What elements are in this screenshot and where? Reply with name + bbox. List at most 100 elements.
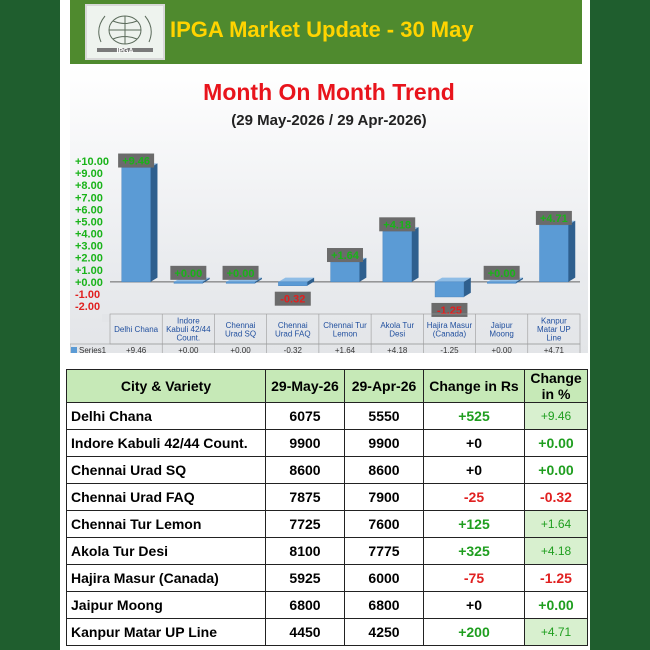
category-label: Chennai Tur	[323, 321, 367, 330]
bar-side	[307, 277, 315, 286]
trend-chart: Month On Month Trend (29 May-2026 / 29 A…	[70, 79, 581, 353]
cell-may: 9900	[265, 429, 345, 457]
table-corner	[102, 314, 110, 322]
category-label: Jaipur	[491, 321, 513, 330]
header-apr: 29-Apr-26	[344, 369, 424, 403]
data-label-bg	[222, 265, 259, 280]
data-label-bg	[118, 153, 155, 168]
logo-text: IPGA	[116, 48, 133, 55]
series-value: +4.18	[387, 346, 408, 353]
bar-front	[539, 224, 569, 283]
cell-may: 4450	[265, 618, 345, 646]
category-label: Count.	[177, 334, 201, 343]
cell-chg: -75	[423, 564, 525, 592]
bar-0	[121, 163, 158, 283]
data-label: +4.71	[540, 213, 568, 225]
cell-name: Indore Kabuli 42/44 Count.	[66, 429, 266, 457]
y-tick-label: +2.00	[75, 253, 103, 265]
y-tick-label: +3.00	[75, 241, 103, 253]
category-label: Hajira Masur	[427, 321, 473, 330]
series-value: -1.25	[440, 346, 459, 353]
series-value: +9.46	[126, 346, 147, 353]
category-label: Chennai	[226, 321, 256, 330]
data-label-bg	[431, 302, 468, 317]
category-label: Kabuli 42/44	[166, 325, 211, 334]
category-label: Urad SQ	[225, 329, 256, 338]
bar-front	[225, 281, 256, 284]
y-tick-label: -2.00	[75, 301, 100, 313]
data-label: +4.18	[383, 219, 411, 231]
y-tick-label: +1.00	[75, 265, 103, 277]
bar-top	[278, 277, 315, 282]
table-row: Chennai Urad FAQ 7875 7900 -25 -0.32	[66, 483, 588, 511]
cell-chg: +200	[423, 618, 525, 646]
bar-8	[539, 220, 576, 283]
cell-apr: 5550	[344, 402, 424, 430]
cell-pct: +4.18	[524, 537, 588, 565]
cell-name: Chennai Tur Lemon	[66, 510, 266, 538]
data-label: +0.00	[227, 268, 255, 280]
chart-title: Month On Month Trend	[203, 79, 455, 105]
cell-name: Delhi Chana	[66, 402, 266, 430]
cell-apr: 9900	[344, 429, 424, 457]
cell-chg: -25	[423, 483, 525, 511]
cell-name: Kanpur Matar UP Line	[66, 618, 266, 646]
cell-pct: +4.71	[524, 618, 588, 646]
category-label: Moong	[489, 329, 513, 338]
cell-may: 6800	[265, 591, 345, 619]
series-value: +0.00	[492, 346, 513, 353]
cell-chg: +0	[423, 456, 525, 484]
bar-top	[435, 277, 471, 282]
cell-name: Jaipur Moong	[66, 591, 266, 619]
header-city-variety: City & Variety	[66, 369, 266, 403]
category-label: Kanpur	[541, 317, 567, 326]
bar-front	[434, 281, 465, 298]
y-tick-label: +4.00	[75, 229, 103, 241]
cell-may: 7875	[265, 483, 345, 511]
chart-panel: Month On Month Trend (29 May-2026 / 29 A…	[70, 66, 588, 353]
category-label: Delhi Chana	[114, 325, 159, 334]
header-title: IPGA Market Update - 30 May	[170, 17, 474, 42]
cell-may: 6075	[265, 402, 345, 430]
cell-name: Hajira Masur (Canada)	[66, 564, 266, 592]
data-label-bg	[327, 248, 363, 263]
cell-name: Chennai Urad SQ	[66, 456, 266, 484]
bar-6	[434, 277, 471, 298]
y-tick-label: +0.00	[75, 277, 103, 289]
cell-pct: -0.32	[524, 483, 588, 511]
category-label: (Canada)	[433, 329, 467, 338]
price-table: City & Variety 29-May-26 29-Apr-26 Chang…	[66, 369, 588, 646]
category-label: Indore	[177, 317, 200, 326]
category-label: Desi	[389, 329, 405, 338]
cell-apr: 7600	[344, 510, 424, 538]
cell-apr: 6800	[344, 591, 424, 619]
cell-apr: 8600	[344, 456, 424, 484]
bar-side	[568, 220, 576, 282]
bar-side	[150, 163, 158, 282]
table-row: Delhi Chana 6075 5550 +525 +9.46	[66, 402, 588, 430]
category-label: Matar UP	[537, 325, 571, 334]
table-row: Chennai Urad SQ 8600 8600 +0 +0.00	[66, 456, 588, 484]
cell-pct: +0.00	[524, 429, 588, 457]
table-row: Kanpur Matar UP Line 4450 4250 +200 +4.71	[66, 618, 588, 646]
cell-apr: 6000	[344, 564, 424, 592]
table-row: Akola Tur Desi 8100 7775 +325 +4.18	[66, 537, 588, 565]
cell-may: 8100	[265, 537, 345, 565]
bar-side	[202, 277, 210, 284]
data-label-bg	[274, 291, 311, 306]
bar-side	[516, 277, 524, 284]
bar-front	[382, 231, 412, 283]
y-tick-label: +9.00	[75, 168, 103, 180]
legend-swatch	[71, 347, 77, 353]
data-label-bg	[170, 265, 207, 280]
legend-label: Series1	[79, 346, 107, 353]
bar-side	[463, 277, 471, 297]
data-label-bg	[483, 265, 520, 280]
y-tick-label: +8.00	[75, 180, 103, 192]
y-tick-label: +6.00	[75, 204, 103, 216]
bar-front	[278, 281, 308, 286]
bar-front	[121, 167, 151, 283]
series-value: +1.64	[335, 346, 356, 353]
table-header-row: City & Variety 29-May-26 29-Apr-26 Chang…	[66, 369, 588, 403]
cell-chg: +325	[423, 537, 525, 565]
